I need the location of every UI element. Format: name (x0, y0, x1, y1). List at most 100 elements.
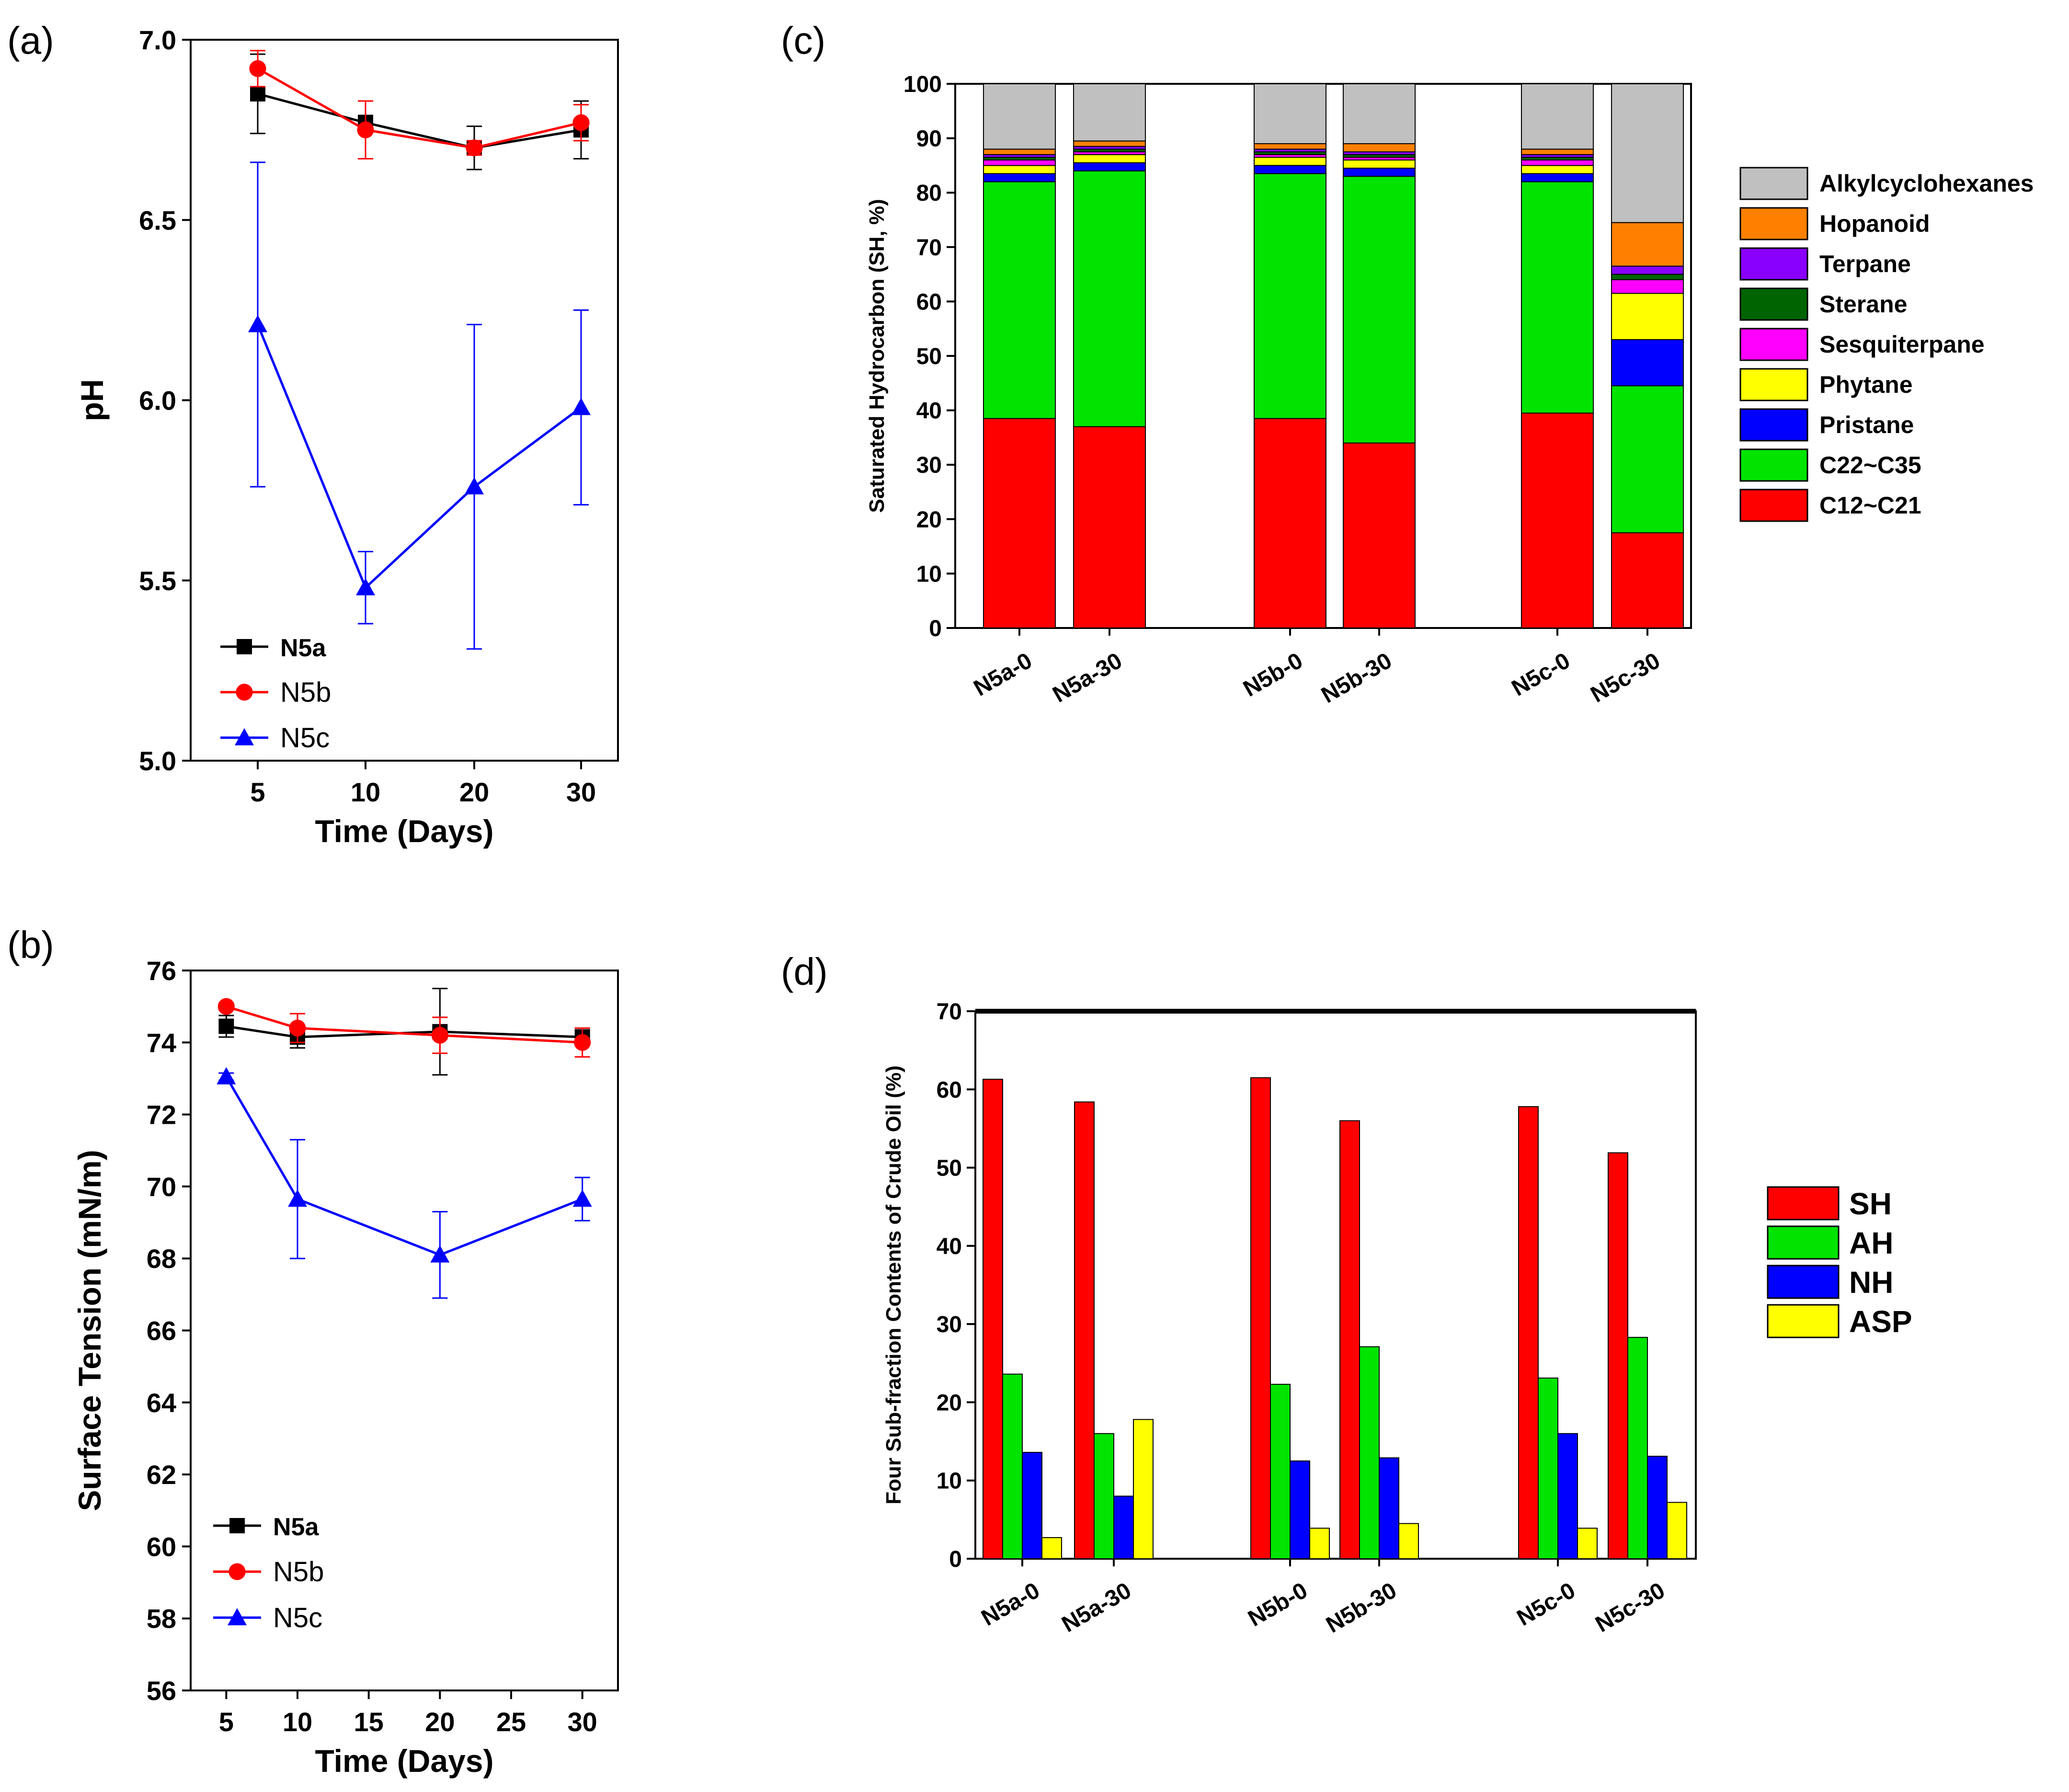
legend-swatch-Sesquiterpane (1739, 328, 1808, 361)
series-line-N5b (226, 1005, 583, 1044)
bar-SH-N5c-0 (1518, 1106, 1539, 1559)
x-axis-label: Time (Days) (315, 813, 494, 849)
x-tick-label: 15 (354, 1707, 384, 1737)
bar-segment-Hopanoid-N5a-30 (1073, 140, 1146, 147)
data-point-N5b (466, 139, 483, 157)
x-tick-label: N5a-30 (1058, 1578, 1136, 1638)
bar-NH-N5a-30 (1113, 1495, 1134, 1559)
bar-AH-N5a-30 (1094, 1433, 1114, 1560)
bar-segment-Sesquiterpane-N5c-30 (1611, 279, 1684, 294)
bar-NH-N5c-30 (1647, 1456, 1668, 1559)
bar-segment-Pristane-N5a-0 (983, 173, 1056, 183)
bar-segment-Phytane-N5b-30 (1343, 160, 1416, 169)
x-tick-label: N5c-30 (1591, 1578, 1669, 1638)
x-tick-label: N5a-0 (977, 1578, 1044, 1631)
x-tick-label: N5b-0 (1239, 648, 1307, 702)
bar-segment-C12~C21-N5c-0 (1521, 412, 1594, 629)
legend-label: N5b (280, 677, 331, 708)
bar-segment-Hopanoid-N5b-0 (1254, 143, 1326, 150)
y-tick-label: 64 (147, 1388, 176, 1418)
panel-label-b: (b) (7, 924, 54, 966)
y-tick-label: 0 (929, 616, 942, 641)
bar-NH-N5a-0 (1022, 1451, 1042, 1559)
bar-NH-N5b-0 (1290, 1460, 1310, 1559)
bar-AH-N5b-0 (1270, 1383, 1291, 1559)
data-point-N5b (431, 1027, 448, 1044)
legend-label: AH (1849, 1226, 1893, 1260)
bar-segment-Hopanoid-N5a-0 (983, 148, 1056, 155)
bar-segment-Hopanoid-N5c-0 (1521, 148, 1594, 155)
y-tick-label: 5.0 (139, 746, 176, 776)
y-tick-label: 60 (147, 1531, 176, 1562)
bar-segment-Sesquiterpane-N5a-0 (983, 160, 1056, 166)
data-point-N5b (357, 121, 374, 138)
data-point-N5a (250, 86, 265, 102)
bar-segment-Alkylcyclohexanes-N5b-30 (1343, 83, 1416, 144)
bar-segment-Alkylcyclohexanes-N5c-30 (1611, 83, 1684, 223)
legend-swatch-NH (1767, 1265, 1840, 1299)
bar-segment-C22~C35-N5b-30 (1343, 176, 1416, 444)
x-tick-label: 20 (459, 777, 489, 807)
bar-ASP-N5b-0 (1309, 1528, 1330, 1560)
legend-label: N5c (280, 722, 330, 753)
y-tick-label: 7.0 (139, 25, 176, 55)
data-point-N5c (572, 398, 591, 415)
plot-frame (190, 970, 619, 1691)
x-tick-label: N5c-0 (1513, 1578, 1580, 1631)
y-axis-label: Four Sub-fraction Contents of Crude Oil … (882, 1065, 905, 1505)
legend-marker-N5c (228, 1608, 247, 1625)
legend-swatch-Alkylcyclohexanes (1739, 167, 1808, 200)
y-tick-label: 70 (147, 1172, 176, 1202)
legend-marker-N5a (229, 1518, 245, 1533)
legend-label: C22~C35 (1819, 452, 1921, 479)
y-tick-label: 50 (916, 344, 942, 369)
y-tick-label: 50 (937, 1156, 962, 1181)
bar-segment-C22~C35-N5b-0 (1254, 173, 1326, 419)
legend-swatch-Pristane (1739, 408, 1808, 442)
y-tick-label: 60 (916, 289, 942, 315)
bar-AH-N5b-30 (1359, 1346, 1380, 1559)
bar-segment-Phytane-N5c-30 (1611, 293, 1684, 340)
y-axis-label: pH (74, 379, 110, 422)
bar-segment-Phytane-N5a-0 (983, 165, 1056, 174)
legend-swatch-ASP (1767, 1304, 1840, 1338)
bar-segment-Hopanoid-N5c-30 (1611, 222, 1684, 267)
bar-AH-N5c-0 (1538, 1377, 1558, 1560)
bar-ASP-N5a-30 (1133, 1419, 1154, 1559)
bar-segment-Alkylcyclohexanes-N5b-0 (1254, 83, 1326, 144)
panel-label-d: (d) (781, 950, 828, 993)
y-tick-label: 20 (937, 1390, 962, 1415)
x-tick-label: 10 (351, 777, 380, 807)
x-tick-label: 10 (283, 1707, 312, 1737)
chart-d-four-subfractions: 0 10 20 30 40 50 60 70 Four Sub-fraction Content… (882, 999, 1912, 1638)
x-tick-label: 30 (566, 777, 596, 807)
y-tick-label: 74 (147, 1027, 176, 1058)
y-axis-label: Saturated Hydrocarbon (SH, %) (865, 199, 889, 513)
legend-marker-N5c (235, 728, 254, 745)
x-tick-label: 30 (568, 1707, 597, 1737)
data-point-N5b (574, 1034, 591, 1051)
y-tick-label: 0 (949, 1547, 962, 1572)
data-point-N5c (356, 578, 375, 595)
bar-segment-C22~C35-N5a-0 (983, 181, 1056, 419)
y-tick-label: 5.5 (139, 566, 176, 596)
series-line-N5b (257, 68, 582, 149)
legend-label: Sesquiterpane (1819, 331, 1985, 358)
bar-SH-N5b-0 (1250, 1077, 1271, 1560)
bar-segment-C12~C21-N5c-30 (1611, 532, 1684, 628)
y-tick-label: 40 (916, 399, 942, 424)
data-point-N5c (248, 315, 267, 332)
bar-AH-N5a-0 (1002, 1373, 1023, 1560)
legend-label: NH (1849, 1265, 1893, 1300)
chart-c-saturated-hydrocarbon: 0 10 20 30 40 50 60 70 80 90 100 Saturated Hydrocar… (865, 72, 2034, 708)
legend-swatch-Phytane (1739, 368, 1808, 401)
bar-segment-Terpane-N5c-30 (1611, 265, 1684, 275)
bar-SH-N5a-0 (983, 1079, 1003, 1559)
y-tick-label: 100 (903, 72, 942, 97)
legend-swatch-C22~C35 (1739, 448, 1808, 482)
data-point-N5c (430, 1245, 450, 1263)
panel-label-a: (a) (7, 19, 54, 62)
y-tick-label: 62 (147, 1460, 176, 1490)
x-tick-label: 5 (219, 1707, 234, 1737)
y-tick-label: 10 (916, 561, 942, 587)
